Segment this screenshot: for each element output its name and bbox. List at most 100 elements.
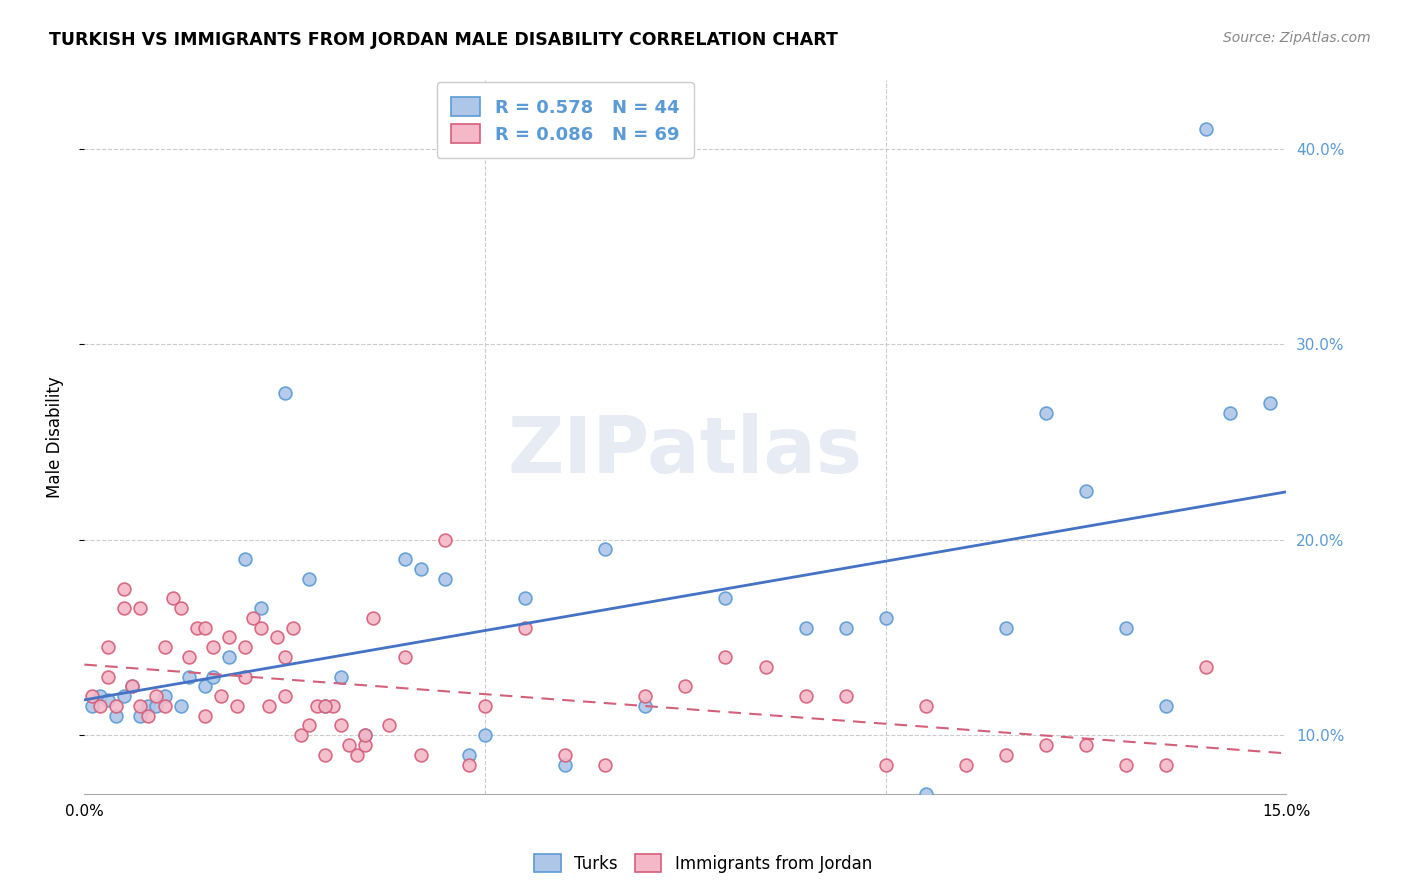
Point (186, 621, 208, 635)
Point (274, 650, 297, 665)
Point (218, 631, 240, 645)
Point (1260, 396, 1282, 410)
Point (201, 669, 224, 683)
Point (409, 747, 432, 762)
Point (233, 552, 256, 566)
Point (314, 698, 336, 713)
Point (129, 601, 152, 615)
Point (121, 679, 143, 693)
Point (394, 650, 416, 665)
Point (675, 679, 697, 693)
Point (201, 640, 224, 655)
Point (875, 757, 897, 772)
Point (89, 689, 111, 703)
Point (257, 698, 280, 713)
Point (249, 601, 271, 615)
Legend: R = 0.578   N = 44, R = 0.086   N = 69: R = 0.578 N = 44, R = 0.086 N = 69 (437, 82, 693, 158)
Point (354, 738, 377, 752)
Point (153, 640, 176, 655)
Point (249, 621, 271, 635)
Text: Source: ZipAtlas.com: Source: ZipAtlas.com (1223, 31, 1371, 45)
Point (169, 601, 191, 615)
Point (194, 679, 217, 693)
Point (434, 533, 457, 547)
Point (329, 718, 352, 732)
Point (835, 689, 858, 703)
Point (714, 591, 737, 606)
Point (129, 708, 152, 723)
Point (634, 689, 657, 703)
Point (1076, 483, 1098, 498)
Point (794, 689, 817, 703)
Text: ZIPatlas: ZIPatlas (508, 413, 863, 490)
Point (153, 689, 176, 703)
Point (162, 591, 184, 606)
Point (474, 698, 496, 713)
Point (1035, 738, 1057, 752)
Point (209, 689, 232, 703)
Point (153, 698, 176, 713)
Point (218, 650, 240, 665)
Point (755, 660, 778, 674)
Point (274, 689, 297, 703)
Point (89, 698, 111, 713)
Point (955, 757, 977, 772)
Point (314, 698, 336, 713)
Point (305, 698, 328, 713)
Point (114, 689, 135, 703)
Point (1195, 122, 1218, 136)
Point (554, 757, 576, 772)
Point (97, 669, 120, 683)
Point (329, 669, 352, 683)
Point (361, 611, 384, 625)
Point (105, 708, 128, 723)
Point (114, 601, 135, 615)
Point (409, 562, 432, 576)
Point (138, 708, 160, 723)
Point (129, 698, 152, 713)
Point (97, 640, 120, 655)
Point (1115, 757, 1137, 772)
Point (194, 621, 217, 635)
Point (337, 738, 360, 752)
Point (995, 747, 1018, 762)
Point (1156, 757, 1178, 772)
Point (474, 728, 496, 742)
Point (298, 718, 321, 732)
Point (794, 621, 817, 635)
Point (378, 718, 401, 732)
Point (1115, 621, 1137, 635)
Point (322, 698, 344, 713)
Point (1195, 660, 1218, 674)
Point (233, 640, 256, 655)
Legend: Turks, Immigrants from Jordan: Turks, Immigrants from Jordan (527, 847, 879, 880)
Point (82, 698, 104, 713)
Point (915, 698, 938, 713)
Point (714, 650, 737, 665)
Point (434, 572, 457, 586)
Point (281, 621, 304, 635)
Y-axis label: Male Disability: Male Disability (45, 376, 63, 498)
Point (177, 669, 200, 683)
Point (298, 572, 321, 586)
Point (233, 669, 256, 683)
Point (97, 693, 120, 707)
Point (121, 679, 143, 693)
Point (290, 728, 312, 742)
Point (346, 747, 368, 762)
Point (82, 689, 104, 703)
Point (1156, 698, 1178, 713)
Point (458, 747, 481, 762)
Point (354, 728, 377, 742)
Point (145, 698, 167, 713)
Point (225, 698, 247, 713)
Point (595, 542, 617, 557)
Point (105, 698, 128, 713)
Point (266, 631, 288, 645)
Point (595, 757, 617, 772)
Point (138, 698, 160, 713)
Point (242, 611, 264, 625)
Point (314, 747, 336, 762)
Point (458, 757, 481, 772)
Point (114, 582, 135, 596)
